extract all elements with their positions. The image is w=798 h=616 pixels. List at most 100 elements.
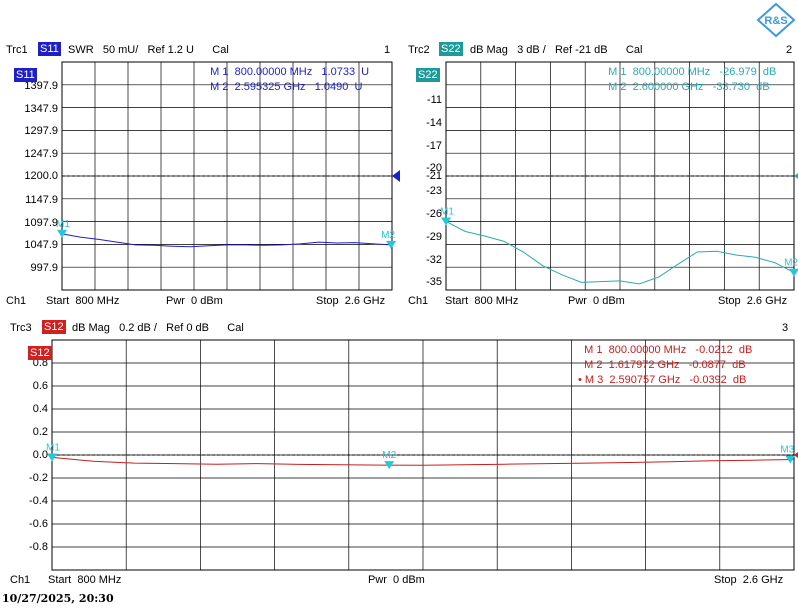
marker-readout-label: M 3 [584, 374, 610, 386]
reference-arrow-icon[interactable] [794, 170, 798, 182]
marker-readout-label: M 1 [210, 66, 235, 78]
marker-readout-value: 1.0733 U [321, 66, 370, 78]
marker-readout-row[interactable]: M 1 800.00000 MHz -0.0212 dB [578, 344, 752, 357]
marker-readout-row[interactable]: M 1 800.00000 MHz -26.979 dB [602, 66, 776, 79]
marker-readout-freq: 1.617972 GHz [608, 359, 689, 371]
rohde-schwarz-logo: R&S [756, 2, 796, 38]
y-tick-label: -26 [426, 208, 442, 220]
y-tick-label: -35 [426, 276, 442, 289]
w2-footer-stop[interactable]: Stop 2.6 GHz [718, 295, 788, 307]
y-tick-label: 1097.9 [24, 216, 58, 229]
w1-footer-channel: Ch1 [6, 295, 27, 307]
w1-footer-stop[interactable]: Stop 2.6 GHz [316, 295, 386, 307]
marker-readout-label: M 1 [584, 344, 609, 356]
w3-footer-channel: Ch1 [10, 574, 31, 586]
marker-readout-value: -0.0212 dB [695, 344, 753, 356]
trace2-label[interactable]: Trc2 [408, 44, 430, 56]
marker-2-label: M2 [381, 230, 395, 241]
y-tick-label: -14 [426, 116, 442, 129]
trace-badge-in-plot[interactable]: S11 [14, 68, 37, 82]
trace1-label[interactable]: Trc1 [6, 44, 28, 56]
marker-readout-value: -33.730 dB [712, 81, 770, 93]
trace3-header[interactable]: dB Mag 0.2 dB / Ref 0 dB Cal [72, 322, 244, 334]
w2-footer-start[interactable]: Start 800 MHz [445, 295, 519, 307]
y-tick-label: 997.9 [30, 262, 58, 275]
trace1-param-badge[interactable]: S11 [38, 42, 61, 56]
reference-arrow-icon[interactable] [392, 170, 400, 182]
marker-readout-row[interactable]: M 2 1.617972 GHz -0.0877 dB [578, 359, 745, 372]
y-tick-label: 1397.9 [24, 79, 58, 92]
plot-area-3[interactable]: M1 M2 M3 [46, 339, 798, 571]
y-tick-label: -20 [426, 162, 442, 175]
trace-line-s22[interactable] [445, 220, 795, 285]
y-tick-label: 0.2 [32, 426, 48, 438]
marker-readout-freq: 800.00000 MHz [234, 66, 322, 78]
y-tick-label: -32 [426, 253, 442, 266]
y-tick-label: 1247.9 [24, 148, 58, 161]
marker-readout-label: M 1 [608, 66, 633, 78]
marker-readout-row[interactable]: • M 3 2.590757 GHz -0.0392 dB [578, 374, 746, 387]
marker-1-label: M1 [440, 206, 454, 217]
window1-number: 1 [384, 44, 391, 56]
y-tick-label: 1347.9 [24, 102, 58, 115]
y-tick-label: -0.2 [29, 472, 48, 484]
trace3-param-badge[interactable]: S12 [42, 320, 66, 334]
w3-footer-stop[interactable]: Stop 2.6 GHz [714, 574, 784, 586]
trace-badge-in-plot[interactable]: S22 [416, 68, 440, 82]
w3-footer-pwr[interactable]: Pwr 0 dBm [368, 574, 425, 586]
marker-1-icon[interactable] [47, 453, 57, 462]
marker-1-label: M1 [56, 219, 70, 230]
trace1-header[interactable]: SWR 50 mU/ Ref 1.2 U Cal [68, 44, 229, 56]
y-tick-label: 0.6 [32, 380, 48, 392]
y-tick-label: 0.0 [32, 449, 48, 461]
marker-readout-freq: 2.595325 GHz [234, 81, 315, 93]
logo-text: R&S [764, 15, 787, 27]
y-tick-label: 1200.0 [24, 170, 58, 182]
w1-footer-pwr[interactable]: Pwr 0 dBm [166, 295, 223, 307]
trace3-label[interactable]: Trc3 [10, 322, 32, 334]
marker-1-icon[interactable] [57, 229, 67, 238]
plot-area-1[interactable]: M1 M2 [56, 61, 400, 291]
timestamp: 10/27/2025, 20:30 [2, 592, 114, 605]
y-tick-label: 1147.9 [25, 193, 58, 206]
marker-readout-value: -0.0392 dB [689, 374, 747, 386]
y-tick-label: -23 [426, 185, 442, 198]
marker-readout-row[interactable]: M 1 800.00000 MHz 1.0733 U [204, 66, 369, 79]
marker-readout-freq: 2.600000 GHz [632, 81, 713, 93]
marker-readout-label: M 2 [584, 359, 609, 371]
marker-readout-freq: 800.00000 MHz [632, 66, 720, 78]
trace2-param-badge[interactable]: S22 [439, 42, 463, 56]
marker-readout-row[interactable]: M 2 2.600000 GHz -33.730 dB [602, 81, 770, 94]
marker-readout-label: M 2 [608, 81, 633, 93]
plot-area-2[interactable]: M1 M2 [440, 61, 798, 291]
reference-arrow-icon[interactable] [794, 449, 798, 461]
trace-line-s11[interactable] [61, 233, 393, 248]
y-tick-label: -11 [426, 94, 442, 106]
y-tick-label: 1047.9 [24, 239, 58, 252]
y-tick-label: -17 [426, 139, 442, 152]
y-tick-label: -0.6 [29, 518, 48, 530]
marker-active-dot: • [578, 374, 585, 386]
y-tick-label: -29 [426, 230, 442, 243]
w3-footer-start[interactable]: Start 800 MHz [48, 574, 122, 586]
marker-readout-value: -26.979 dB [719, 66, 777, 78]
trace-line-s12[interactable] [51, 456, 795, 466]
trace-badge-in-plot[interactable]: S12 [28, 346, 52, 360]
y-tick-label: -0.8 [29, 541, 48, 553]
marker-3-icon[interactable] [785, 455, 796, 464]
y-tick-label: 0.4 [32, 403, 48, 415]
y-tick-label: 0.8 [32, 357, 48, 369]
marker-readout-freq: 2.590757 GHz [609, 374, 690, 386]
marker-1-icon[interactable] [441, 217, 451, 226]
marker-2-icon[interactable] [789, 268, 798, 277]
y-tick-label: 1297.9 [24, 125, 58, 138]
marker-2-icon[interactable] [384, 461, 395, 470]
marker-3-label: M3 [780, 445, 794, 456]
marker-2-icon[interactable] [386, 240, 397, 249]
window3-number: 3 [782, 322, 789, 334]
w2-footer-pwr[interactable]: Pwr 0 dBm [568, 295, 625, 307]
trace2-header[interactable]: dB Mag 3 dB / Ref -21 dB Cal [470, 44, 643, 56]
y-tick-label: -21 [426, 170, 442, 182]
w1-footer-start[interactable]: Start 800 MHz [46, 295, 120, 307]
marker-readout-row[interactable]: M 2 2.595325 GHz 1.0490 U [204, 81, 362, 94]
